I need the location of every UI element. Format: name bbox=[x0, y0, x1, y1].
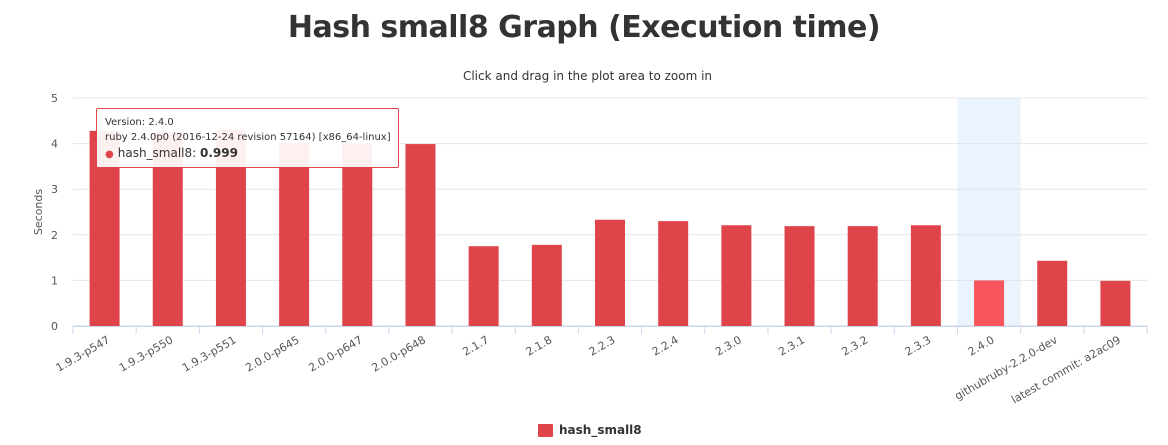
x-tick-label: 2.1.8 bbox=[524, 333, 555, 358]
legend-item-hash-small8[interactable]: hash_small8 bbox=[538, 422, 642, 438]
x-tick-label: 1.9.3-p551 bbox=[180, 333, 238, 374]
y-tick-label: 5 bbox=[51, 92, 58, 105]
bar[interactable] bbox=[1100, 280, 1131, 326]
y-axis-title: Seconds bbox=[32, 189, 45, 235]
x-tick-label: 2.3.0 bbox=[713, 333, 744, 358]
bar[interactable] bbox=[658, 221, 689, 326]
tooltip-version: Version: 2.4.0 bbox=[105, 117, 174, 128]
tooltip-ruby-version: ruby 2.4.0p0 (2016-12-24 revision 57164)… bbox=[105, 132, 391, 143]
bar[interactable] bbox=[1037, 260, 1068, 326]
x-tick-label: 2.4.0 bbox=[966, 333, 997, 358]
y-tick-label: 1 bbox=[51, 274, 58, 287]
x-tick-label: 2.1.7 bbox=[460, 333, 491, 358]
bar[interactable] bbox=[721, 225, 752, 326]
x-axis: 1.9.3-p547 1.9.3-p550 1.9.3-p551 2.0.0-p645… bbox=[54, 326, 1148, 406]
y-axis: 0 1 2 3 4 5 bbox=[51, 92, 58, 333]
bar[interactable] bbox=[784, 226, 815, 326]
y-tick-label: 3 bbox=[51, 183, 58, 196]
bar[interactable] bbox=[279, 142, 310, 326]
legend-swatch bbox=[538, 423, 553, 437]
y-tick-label: 4 bbox=[51, 138, 58, 151]
bar[interactable] bbox=[531, 244, 562, 326]
bar[interactable] bbox=[974, 280, 1005, 326]
chart-title: Hash small8 Graph (Execution time) bbox=[287, 10, 881, 45]
x-tick-label: 2.3.3 bbox=[903, 333, 934, 358]
bar[interactable] bbox=[910, 225, 941, 326]
x-tick-label: 1.9.3-p547 bbox=[54, 333, 112, 374]
x-tick-label: 2.0.0-p647 bbox=[306, 333, 364, 374]
legend-label: hash_small8 bbox=[559, 423, 642, 437]
x-tick-label: 2.2.3 bbox=[587, 333, 618, 358]
x-tick-label: 2.2.4 bbox=[650, 333, 681, 358]
tooltip-value: 0.999 bbox=[200, 146, 238, 160]
bar[interactable] bbox=[468, 246, 499, 326]
bar[interactable] bbox=[405, 144, 436, 326]
x-tick-label: 2.0.0-p648 bbox=[370, 333, 428, 374]
x-tick-label: latest commit: a2ac09 bbox=[1009, 333, 1123, 406]
y-tick-label: 2 bbox=[51, 229, 58, 242]
x-tick-label: 2.3.2 bbox=[839, 333, 870, 358]
y-tick-label: 0 bbox=[51, 320, 58, 333]
bar[interactable] bbox=[595, 219, 625, 326]
x-tick-label: 1.9.3-p550 bbox=[117, 333, 175, 374]
bar[interactable] bbox=[342, 143, 373, 326]
x-tick-label: 2.3.1 bbox=[776, 333, 807, 358]
tooltip: Version: 2.4.0 ruby 2.4.0p0 (2016-12-24 … bbox=[96, 108, 399, 168]
chart-subtitle: Click and drag in the plot area to zoom … bbox=[462, 69, 713, 83]
tooltip-series-label: hash_small8: bbox=[117, 146, 201, 160]
x-tick-label: githubruby-2.2.0-dev bbox=[953, 333, 1061, 403]
bars[interactable] bbox=[89, 129, 1131, 326]
tooltip-series-dot-icon: ● bbox=[105, 149, 114, 160]
bar[interactable] bbox=[847, 226, 878, 326]
tooltip-value-row: ● hash_small8: 0.999 bbox=[105, 145, 390, 163]
x-tick-label: 2.0.0-p645 bbox=[243, 333, 301, 374]
